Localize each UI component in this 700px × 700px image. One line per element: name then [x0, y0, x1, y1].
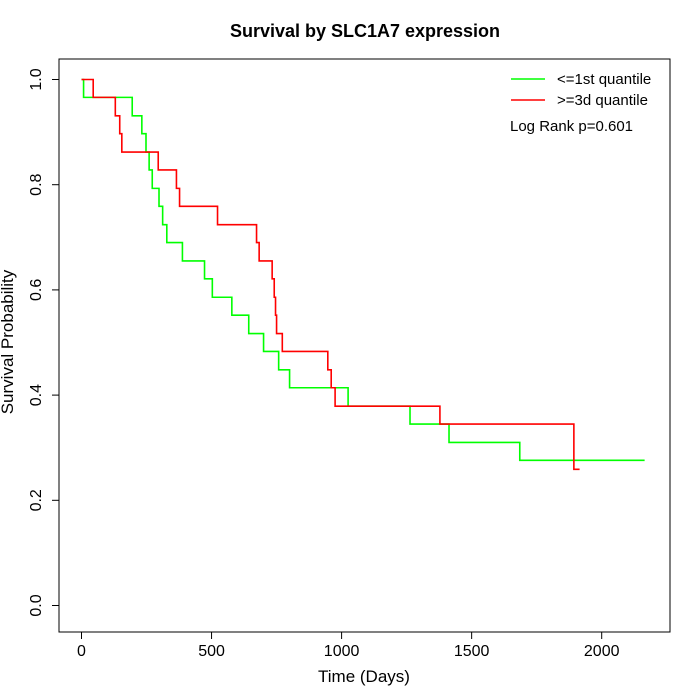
chart-title: Survival by SLC1A7 expression	[230, 21, 500, 41]
legend-label-low: <=1st quantile	[557, 71, 651, 88]
x-tick-label: 500	[198, 643, 225, 660]
y-tick-label: 0.8	[28, 173, 45, 195]
y-tick-label: 1.0	[28, 68, 45, 90]
log-rank-annotation: Log Rank p=0.601	[510, 118, 633, 135]
plot-frame	[58, 58, 671, 633]
legend-label-high: >=3d quantile	[557, 92, 648, 109]
y-axis-label: Survival Probability	[0, 269, 17, 414]
x-tick-label: 1500	[454, 643, 490, 660]
x-axis-label: Time (Days)	[318, 667, 410, 686]
y-tick-label: 0.2	[28, 489, 45, 511]
x-tick-label: 0	[77, 643, 86, 660]
legend: <=1st quantile >=3d quantile Log Rank p=…	[510, 71, 651, 135]
x-axis: 0 500 1000 1500 2000	[77, 631, 620, 660]
y-tick-label: 0.4	[28, 384, 45, 406]
survival-curve-low	[81, 78, 645, 462]
y-tick-label: 0.0	[28, 594, 45, 616]
x-tick-label: 1000	[324, 643, 360, 660]
y-axis: 0.0 0.2 0.4 0.6 0.8 1.0	[28, 68, 60, 617]
survival-curve-high	[81, 78, 580, 471]
y-tick-label: 0.6	[28, 279, 45, 301]
x-tick-label: 2000	[584, 643, 620, 660]
series-layer	[81, 78, 645, 471]
